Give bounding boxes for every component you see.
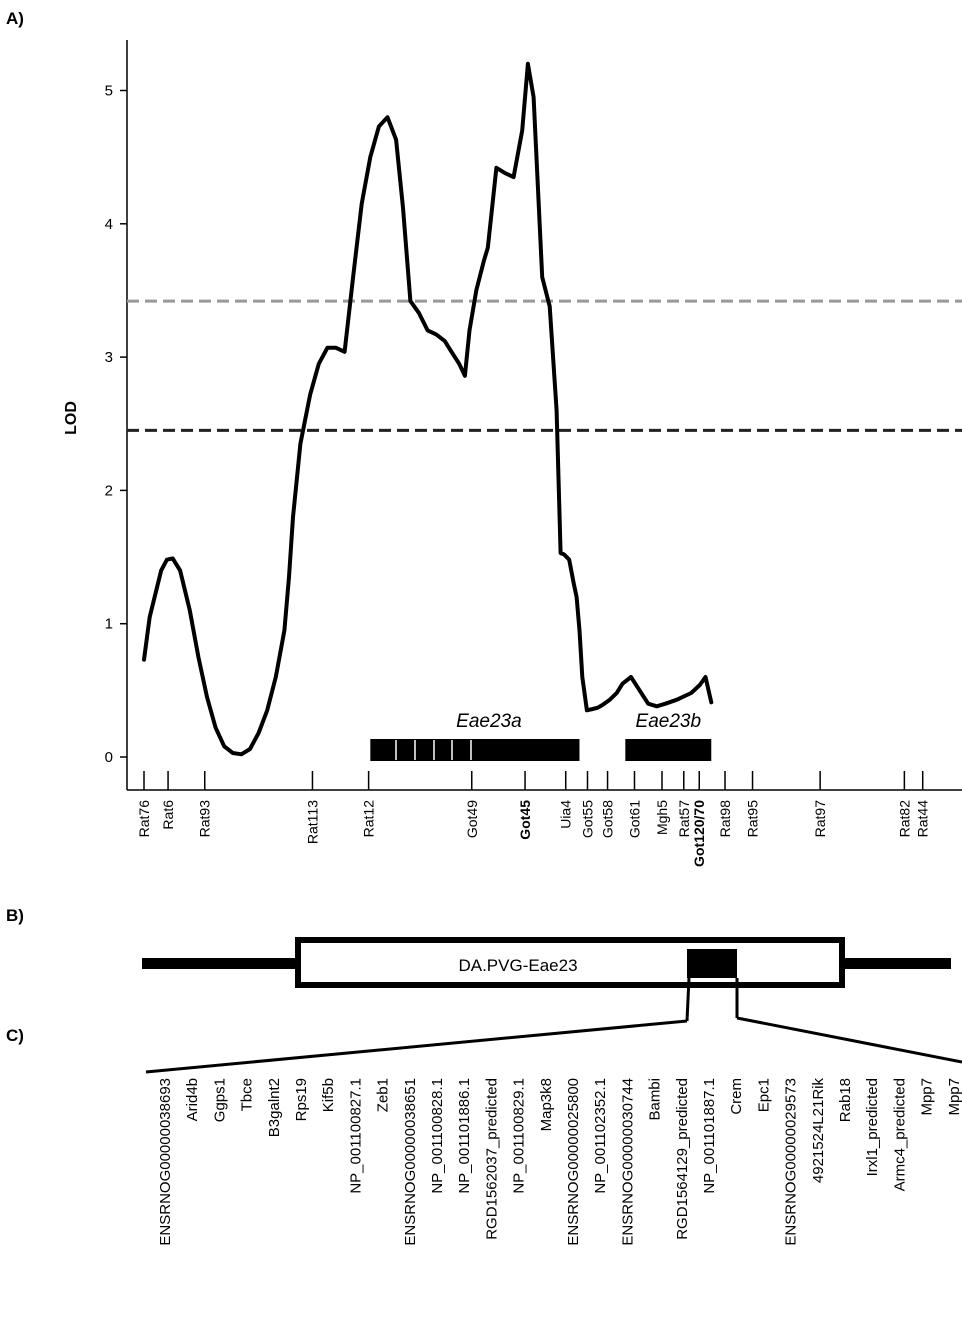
y-tick-label: 1 <box>105 616 113 633</box>
marker-label: Got120/70 <box>691 800 707 867</box>
y-ticks: 0 1 2 3 4 5 <box>105 83 127 766</box>
marker-label: Rat12 <box>361 800 377 838</box>
qtl-regions: Eae23a Eae23b <box>370 711 712 761</box>
gene-label: Mpp7 <box>946 1078 962 1116</box>
gene-label: ENSRNOG00000038693 <box>157 1078 174 1246</box>
gene-label: Rab18 <box>837 1078 854 1122</box>
marker-label: Rat82 <box>896 800 912 838</box>
qtl-bar <box>625 739 712 761</box>
chromosome-left-bar <box>142 958 298 969</box>
gene-label: ENSRNOG00000025800 <box>565 1078 582 1246</box>
gene-label: Epc1 <box>755 1078 772 1112</box>
y-axis-label: LOD <box>63 401 80 435</box>
panel-label-b: B) <box>6 906 24 925</box>
gene-label: Kif5b <box>320 1078 337 1112</box>
gene-label: ENSRNOG00000038651 <box>402 1078 419 1246</box>
marker-label: Got61 <box>626 800 642 838</box>
marker-label: Uia4 <box>558 800 574 829</box>
gene-list: ENSRNOG00000038693 Arid4b Ggps1 Tbce B3galnt… <box>157 1078 962 1246</box>
zoom-line-right <box>736 1016 962 1064</box>
y-tick-label: 0 <box>105 749 113 766</box>
gene-label: Bambi <box>647 1078 664 1121</box>
gene-label: Mpp7 <box>919 1078 936 1116</box>
panel-label-c: C) <box>6 1026 24 1045</box>
y-tick-label: 2 <box>105 482 113 499</box>
selected-region-block <box>687 949 737 978</box>
gene-label: NP_001100828.1 <box>429 1078 446 1194</box>
gene-label: Armc4_predicted <box>891 1078 908 1191</box>
zoom-line-left <box>145 1019 688 1074</box>
congenic-interval-box <box>295 937 845 988</box>
lod-curve <box>142 61 714 757</box>
marker-label: Rat57 <box>676 800 692 838</box>
gene-label: RGD1564129_predicted <box>674 1078 691 1240</box>
gene-label: NP_001101886.1 <box>456 1078 473 1194</box>
gene-label: Tbce <box>239 1078 256 1111</box>
gene-label: Irxl1_predicted <box>864 1078 881 1176</box>
marker-label: Rat95 <box>745 800 761 838</box>
gene-label: ENSRNOG00000030744 <box>619 1078 636 1246</box>
gene-label: Crem <box>728 1078 745 1115</box>
gene-label: NP_001102352.1 <box>592 1078 609 1194</box>
panel-label-a: A) <box>6 9 24 28</box>
marker-ticks: Rat76 Rat6 Rat93 Rat113 Rat12 Got49 Got45 Uia4 G… <box>136 771 931 867</box>
gene-label: Ggps1 <box>211 1078 228 1122</box>
marker-label: Mgh5 <box>654 800 670 835</box>
marker-label: Rat44 <box>915 800 931 838</box>
gene-label: Zeb1 <box>375 1078 392 1112</box>
marker-label: Rat76 <box>136 800 152 838</box>
gene-label: NP_001100827.1 <box>347 1078 364 1194</box>
marker-label: Rat98 <box>717 800 733 838</box>
marker-label: Got45 <box>517 800 533 840</box>
gene-label: RGD1562037_predicted <box>483 1078 500 1240</box>
y-tick-label: 5 <box>105 83 113 100</box>
gene-label: NP_001101887.1 <box>701 1078 718 1194</box>
marker-label: Rat93 <box>197 800 213 838</box>
qtl-label: Eae23a <box>456 711 522 732</box>
marker-label: Rat113 <box>304 800 320 844</box>
gene-label: B3galnt2 <box>266 1078 283 1137</box>
marker-label: Got55 <box>580 800 596 838</box>
chromosome-right-bar <box>842 958 951 969</box>
y-tick-label: 3 <box>105 349 113 366</box>
gene-label: NP_001100829.1 <box>511 1078 528 1194</box>
congenic-label: DA.PVG-Eae23 <box>458 956 577 975</box>
gene-label: 4921524L21Rik <box>810 1078 827 1184</box>
marker-label: Rat6 <box>160 800 176 830</box>
zoom-line-left-vertical <box>685 977 691 1022</box>
y-tick-label: 4 <box>105 216 113 233</box>
qtl-bar <box>370 739 580 761</box>
marker-label: Got49 <box>464 800 480 838</box>
threshold-lines <box>127 299 962 432</box>
marker-label: Got58 <box>600 800 616 838</box>
gene-label: Arid4b <box>184 1078 201 1121</box>
gene-label: ENSRNOG00000029573 <box>783 1078 800 1246</box>
marker-label: Rat97 <box>812 800 828 838</box>
qtl-label: Eae23b <box>636 711 702 732</box>
congenic-map: DA.PVG-Eae23 <box>142 937 962 1074</box>
gene-label: Map3k8 <box>538 1078 555 1131</box>
gene-label: Rps19 <box>293 1078 310 1121</box>
